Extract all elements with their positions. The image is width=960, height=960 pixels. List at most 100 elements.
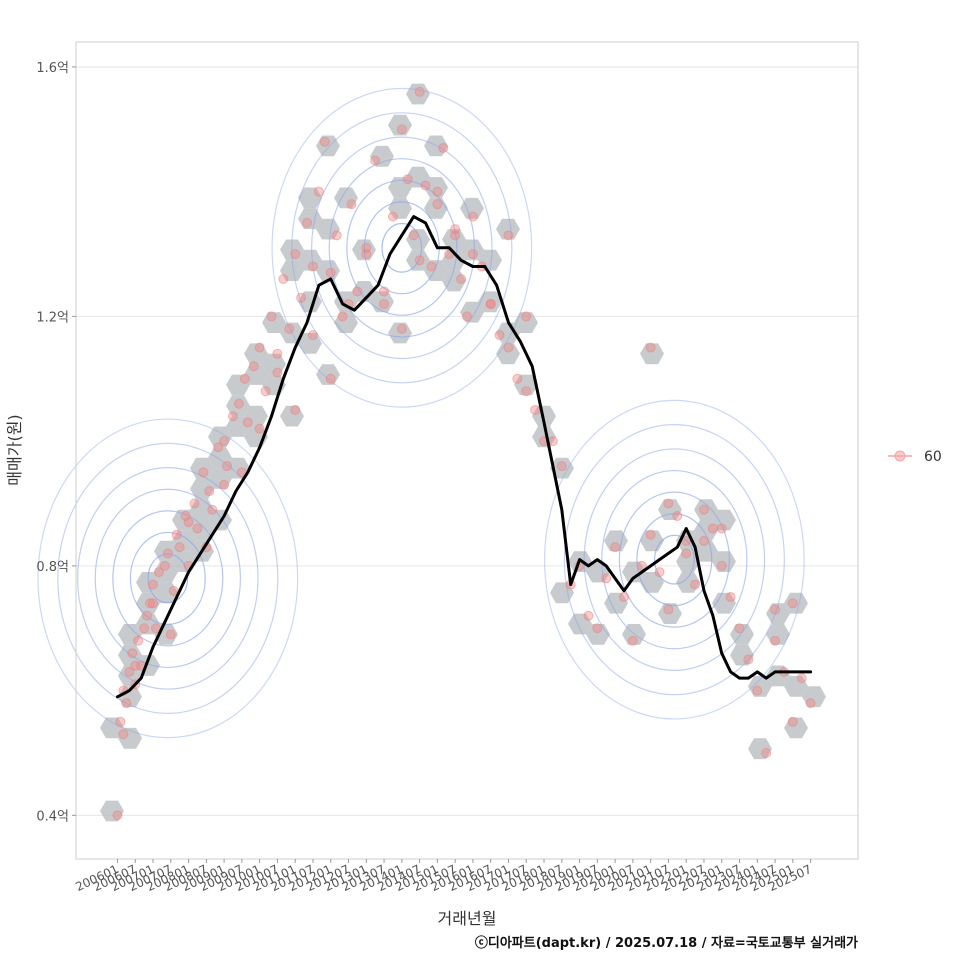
scatter-point bbox=[183, 517, 194, 528]
scatter-point bbox=[313, 186, 324, 197]
hexbin-tile bbox=[496, 322, 520, 344]
hexbin-tile bbox=[604, 530, 628, 552]
scatter-point bbox=[770, 635, 781, 646]
scatter-point bbox=[222, 461, 233, 472]
scatter-point bbox=[456, 273, 467, 284]
scatter-point bbox=[716, 523, 727, 534]
scatter-point bbox=[272, 367, 283, 378]
scatter-point bbox=[610, 542, 621, 553]
scatter-point bbox=[530, 404, 541, 415]
density-contour bbox=[601, 469, 748, 650]
scatter-point bbox=[787, 716, 798, 727]
scatter-point bbox=[663, 604, 674, 615]
hexbin-tile bbox=[100, 717, 124, 739]
scatter-point bbox=[118, 729, 129, 740]
hexbin-tile bbox=[694, 499, 718, 520]
plot-panel-border bbox=[75, 41, 859, 860]
hexbin-tile bbox=[226, 457, 250, 479]
scatter-point bbox=[162, 548, 173, 559]
scatter-point bbox=[148, 598, 159, 609]
density-contour bbox=[311, 136, 493, 360]
hexbin-tile bbox=[172, 551, 196, 572]
caption: ⓒ디아파트(dapt.kr) / 2025.07.18 / 자료=국토교통부 실… bbox=[475, 935, 858, 951]
scatter-point bbox=[716, 560, 727, 571]
scatter-point bbox=[521, 311, 532, 322]
hexbin-tile bbox=[478, 291, 502, 313]
density-contour bbox=[636, 513, 713, 607]
hexbin-tile bbox=[406, 83, 430, 105]
scatter-point bbox=[379, 298, 390, 309]
scatter-point bbox=[521, 386, 532, 397]
hexbin-tile bbox=[424, 260, 448, 281]
hexbin-tile bbox=[550, 582, 574, 604]
hexbin-tile bbox=[496, 218, 520, 240]
hexbin-tile bbox=[118, 727, 142, 749]
scatter-point bbox=[645, 529, 656, 540]
moving-average-line bbox=[116, 215, 813, 699]
scatter-point bbox=[485, 298, 496, 309]
hexbin-tile bbox=[154, 582, 178, 604]
density-contour bbox=[37, 418, 299, 739]
scatter-point bbox=[698, 504, 709, 515]
scatter-point bbox=[165, 629, 176, 640]
scatter-point bbox=[426, 261, 437, 272]
hexbin-tile bbox=[442, 249, 466, 271]
scatter-point bbox=[115, 716, 126, 727]
scatter-point bbox=[438, 143, 449, 154]
hexbin-tile bbox=[370, 145, 394, 167]
scatter-point bbox=[133, 635, 144, 646]
x-axis-ticks: 2006012006072007012007072008012008072009… bbox=[73, 859, 814, 894]
hexbin-tile bbox=[676, 572, 700, 593]
scatter-point bbox=[337, 311, 348, 322]
hexbin-tile bbox=[766, 624, 790, 645]
hexbin-tile bbox=[136, 592, 160, 614]
scatter-point bbox=[219, 436, 230, 447]
scatter-point bbox=[379, 286, 390, 297]
scatter-point bbox=[248, 361, 259, 372]
scatter-point bbox=[663, 498, 674, 509]
scatter-point bbox=[414, 86, 425, 97]
scatter-point bbox=[387, 211, 398, 222]
hexbin-tile bbox=[226, 416, 250, 437]
scatter-point bbox=[583, 610, 594, 621]
scatter-point bbox=[556, 461, 567, 472]
scatter-point bbox=[307, 330, 318, 341]
hexbin-tile bbox=[298, 187, 322, 209]
hexbin-tile bbox=[280, 260, 304, 281]
hexbin-tile bbox=[748, 675, 772, 697]
hexbin-tile bbox=[334, 187, 358, 209]
scatter-point bbox=[432, 186, 443, 197]
hexbin-tile bbox=[712, 592, 736, 614]
scatter-point bbox=[266, 311, 277, 322]
scatter-point bbox=[346, 199, 357, 210]
scatter-point bbox=[213, 442, 224, 453]
scatter-point bbox=[494, 330, 505, 341]
hexbin-tile bbox=[568, 613, 592, 635]
scatter-point bbox=[219, 479, 230, 490]
scatter-point bbox=[260, 386, 271, 397]
scatter-point bbox=[254, 342, 265, 353]
hexbin-tile bbox=[514, 374, 538, 396]
scatter-point bbox=[672, 510, 683, 521]
scatter-point bbox=[681, 548, 692, 559]
scatter-point bbox=[432, 199, 443, 210]
density-contours bbox=[37, 87, 805, 739]
scatter-point bbox=[302, 217, 313, 228]
hexbin-tile bbox=[694, 520, 718, 541]
scatter-point bbox=[352, 286, 363, 297]
scatter-point bbox=[198, 467, 209, 478]
scatter-point bbox=[698, 535, 709, 546]
scatter-point bbox=[325, 267, 336, 278]
scatter-point bbox=[139, 623, 150, 634]
hexbin-tile bbox=[406, 229, 430, 250]
hexbin-tile bbox=[226, 374, 250, 396]
hexbin-tile bbox=[496, 343, 520, 365]
density-contour bbox=[77, 467, 259, 690]
scatter-point bbox=[503, 230, 514, 241]
scatter-point bbox=[725, 592, 736, 603]
hexbin-tile bbox=[244, 343, 268, 365]
hexbin-tile bbox=[316, 364, 340, 385]
scatter-point bbox=[204, 486, 215, 497]
hexbin-tile bbox=[802, 686, 826, 708]
